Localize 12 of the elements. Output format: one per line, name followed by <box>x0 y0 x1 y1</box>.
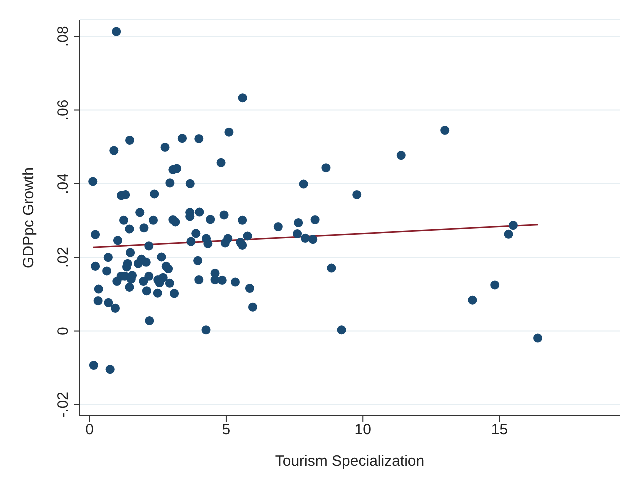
y-tick-label: .06 <box>55 100 72 121</box>
x-axis-title: Tourism Specialization <box>275 453 425 470</box>
x-tick-label: 10 <box>354 422 372 439</box>
x-tick-label: 5 <box>222 422 231 439</box>
x-tick-label: 0 <box>86 422 94 439</box>
y-tick-label: .08 <box>55 26 72 48</box>
y-tick-label: .02 <box>55 247 72 268</box>
x-tick-label: 15 <box>491 422 508 439</box>
y-tick-label: 0 <box>55 327 72 336</box>
y-tick-label: .04 <box>55 173 72 194</box>
y-tick-label: -.02 <box>55 392 72 418</box>
y-axis-title: GDPpc Growth <box>20 168 38 268</box>
